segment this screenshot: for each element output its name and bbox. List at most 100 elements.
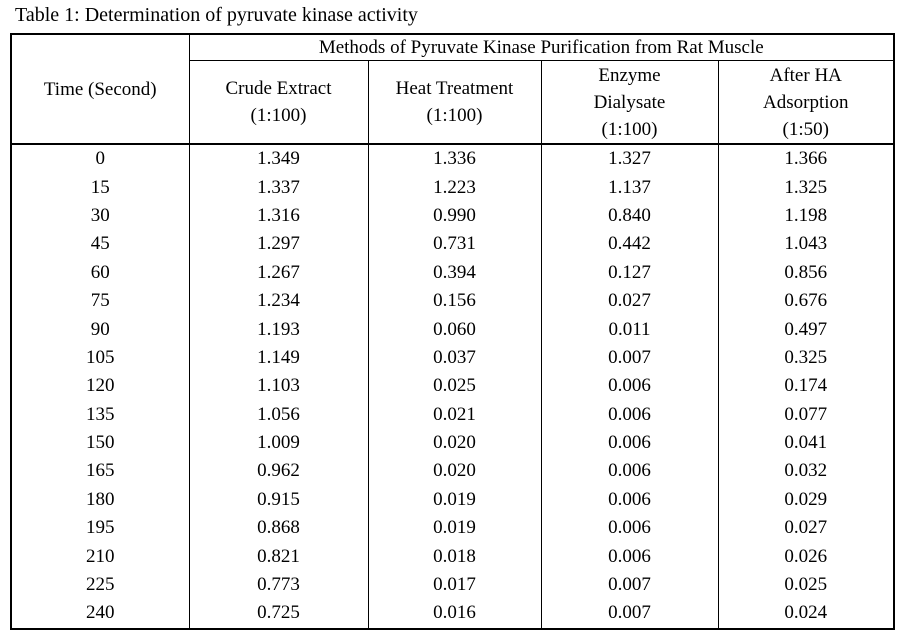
table-row: 45 1.297 0.731 0.442 1.043 (10, 230, 895, 259)
absorbance-value-cell: 0.021 (367, 400, 542, 429)
absorbance-value-cell: 0.027 (717, 514, 895, 543)
method-header-line: After HA (769, 64, 842, 86)
table-row: 30 1.316 0.990 0.840 1.198 (10, 201, 895, 231)
absorbance-value-cell: 0.011 (540, 315, 719, 344)
time-cell: 120 (10, 372, 190, 401)
absorbance-value-cell: 0.725 (188, 599, 369, 629)
absorbance-value-cell: 1.325 (717, 173, 895, 202)
absorbance-value-cell: 1.103 (188, 372, 369, 401)
table-row: 240 0.725 0.016 0.007 0.024 (10, 599, 895, 629)
absorbance-value-cell: 1.297 (188, 230, 369, 259)
time-cell: 135 (10, 400, 190, 429)
method-column-header: Enzyme Dialysate (1:100) (540, 60, 719, 145)
table-row: 120 1.103 0.025 0.006 0.174 (10, 372, 895, 401)
absorbance-value-cell: 0.990 (367, 201, 542, 231)
absorbance-value-cell: 0.041 (717, 428, 895, 458)
absorbance-value-cell: 0.020 (367, 428, 542, 458)
time-column-header: Time (Second) (10, 33, 190, 145)
absorbance-value-cell: 0.676 (717, 286, 895, 316)
method-header-line: Adsorption (763, 91, 849, 113)
absorbance-value-cell: 0.025 (367, 372, 542, 401)
time-cell: 210 (10, 542, 190, 571)
absorbance-value-cell: 0.821 (188, 542, 369, 571)
absorbance-value-cell: 0.006 (540, 485, 719, 515)
time-cell: 60 (10, 258, 190, 287)
absorbance-value-cell: 1.327 (540, 144, 719, 174)
absorbance-value-cell: 0.019 (367, 514, 542, 543)
time-cell: 75 (10, 286, 190, 316)
time-cell: 90 (10, 315, 190, 344)
absorbance-value-cell: 0.442 (540, 230, 719, 259)
time-cell: 180 (10, 485, 190, 515)
absorbance-value-cell: 0.394 (367, 258, 542, 287)
absorbance-value-cell: 1.149 (188, 343, 369, 373)
table-row: 210 0.821 0.018 0.006 0.026 (10, 542, 895, 571)
group-header-row: Time (Second) Methods of Pyruvate Kinase… (10, 33, 895, 145)
table-row: 0 1.349 1.336 1.327 1.366 (10, 144, 895, 174)
absorbance-value-cell: 0.007 (540, 570, 719, 600)
absorbance-value-cell: 0.840 (540, 201, 719, 231)
absorbance-value-cell: 0.156 (367, 286, 542, 316)
absorbance-value-cell: 0.019 (367, 485, 542, 515)
absorbance-value-cell: 1.223 (367, 173, 542, 202)
absorbance-value-cell: 0.915 (188, 485, 369, 515)
table-body: 0 1.349 1.336 1.327 1.366 15 1.337 1.223 1.137 1.… (10, 144, 895, 629)
method-header-line: Crude Extract (225, 78, 332, 99)
absorbance-value-cell: 0.016 (367, 599, 542, 629)
time-cell: 240 (10, 599, 190, 629)
absorbance-value-cell: 0.006 (540, 372, 719, 401)
absorbance-value-cell: 0.006 (540, 457, 719, 486)
table-row: 225 0.773 0.017 0.007 0.025 (10, 570, 895, 600)
method-column-header: Heat Treatment (1:100) (367, 60, 542, 145)
table-row: 90 1.193 0.060 0.011 0.497 (10, 315, 895, 344)
time-cell: 225 (10, 570, 190, 600)
absorbance-value-cell: 0.007 (540, 343, 719, 373)
absorbance-value-cell: 0.032 (717, 457, 895, 486)
absorbance-value-cell: 0.325 (717, 343, 895, 373)
absorbance-value-cell: 0.006 (540, 428, 719, 458)
absorbance-value-cell: 0.020 (367, 457, 542, 486)
table-row: 165 0.962 0.020 0.006 0.032 (10, 457, 895, 486)
absorbance-value-cell: 1.349 (188, 144, 369, 174)
method-column-header: Crude Extract (1:100) (188, 60, 369, 145)
absorbance-value-cell: 0.018 (367, 542, 542, 571)
time-cell: 165 (10, 457, 190, 486)
method-header-line: (1:100) (601, 118, 658, 140)
time-cell: 195 (10, 514, 190, 543)
time-cell: 15 (10, 173, 190, 202)
absorbance-value-cell: 0.868 (188, 514, 369, 543)
absorbance-value-cell: 0.006 (540, 542, 719, 571)
pyruvate-kinase-table: Time (Second) Methods of Pyruvate Kinase… (10, 33, 895, 630)
table-row: 105 1.149 0.037 0.007 0.325 (10, 343, 895, 373)
time-cell: 45 (10, 230, 190, 259)
absorbance-value-cell: 0.024 (717, 599, 895, 629)
absorbance-value-cell: 0.037 (367, 343, 542, 373)
time-cell: 150 (10, 428, 190, 458)
absorbance-value-cell: 1.234 (188, 286, 369, 316)
absorbance-value-cell: 1.193 (188, 315, 369, 344)
absorbance-value-cell: 0.174 (717, 372, 895, 401)
methods-group-header: Methods of Pyruvate Kinase Purification … (188, 33, 895, 61)
absorbance-value-cell: 1.336 (367, 144, 542, 174)
method-header-line: Dialysate (593, 91, 666, 113)
absorbance-value-cell: 1.198 (717, 201, 895, 231)
absorbance-value-cell: 1.337 (188, 173, 369, 202)
absorbance-value-cell: 0.007 (540, 599, 719, 629)
absorbance-value-cell: 0.773 (188, 570, 369, 600)
method-header-line: (1:50) (782, 118, 829, 140)
table-caption: Table 1: Determination of pyruvate kinas… (15, 4, 418, 26)
table-row: 135 1.056 0.021 0.006 0.077 (10, 400, 895, 429)
method-header-line: (1:100) (426, 105, 483, 126)
absorbance-value-cell: 0.006 (540, 514, 719, 543)
absorbance-value-cell: 1.137 (540, 173, 719, 202)
method-column-header: After HA Adsorption (1:50) (717, 60, 895, 145)
absorbance-value-cell: 0.077 (717, 400, 895, 429)
method-header-line: Enzyme (598, 64, 661, 86)
absorbance-value-cell: 1.043 (717, 230, 895, 259)
absorbance-value-cell: 0.026 (717, 542, 895, 571)
table-row: 150 1.009 0.020 0.006 0.041 (10, 428, 895, 458)
method-header-line: Heat Treatment (395, 78, 514, 99)
absorbance-value-cell: 0.127 (540, 258, 719, 287)
absorbance-value-cell: 0.029 (717, 485, 895, 515)
absorbance-value-cell: 0.025 (717, 570, 895, 600)
